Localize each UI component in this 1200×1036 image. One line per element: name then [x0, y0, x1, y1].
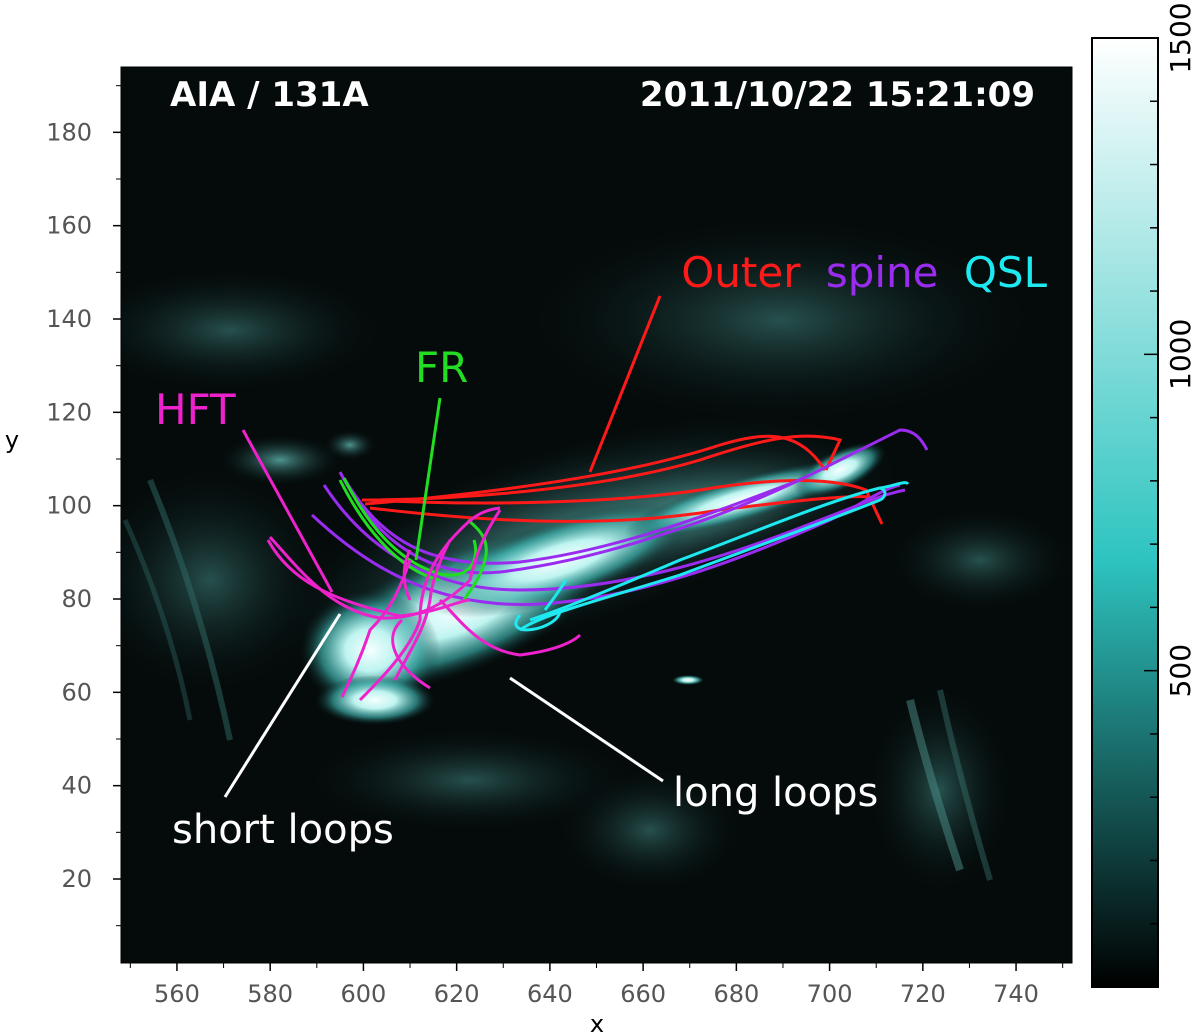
- outer-spine-field-lines: [361, 434, 884, 525]
- x-axis-label: x: [590, 1010, 604, 1036]
- x-tick-label: 560: [154, 980, 200, 1008]
- colorbar-tick-label: 500: [1164, 644, 1197, 697]
- y-axis: 20 40 60 80 100 120 140 160 180: [46, 85, 121, 927]
- label-spine: spine: [826, 248, 939, 297]
- hft-pointer: [241, 429, 334, 593]
- y-tick-label: 80: [61, 585, 92, 613]
- label-short-loops: short loops: [172, 807, 394, 853]
- x-axis: 560 580 600 620 640 660 680 700 720 740: [129, 963, 1064, 1008]
- label-outer: Outer: [681, 248, 801, 297]
- label-fr: FR: [415, 343, 468, 392]
- x-tick-label: 700: [807, 980, 853, 1008]
- colorbar: 500 1000 1500: [1091, 2, 1197, 988]
- x-tick-label: 720: [900, 980, 946, 1008]
- x-tick-label: 600: [341, 980, 387, 1008]
- y-tick-label: 40: [61, 772, 92, 800]
- y-tick-label: 140: [46, 305, 92, 333]
- x-tick-label: 640: [527, 980, 573, 1008]
- colorbar-ticks: 500 1000 1500: [1144, 2, 1197, 925]
- x-tick-label: 660: [620, 980, 666, 1008]
- y-tick-label: 100: [46, 492, 92, 520]
- label-qsl: QSL: [964, 248, 1048, 297]
- label-long-loops: long loops: [673, 770, 878, 816]
- colorbar-tick-label: 1000: [1164, 319, 1197, 390]
- colorbar-gradient: [1091, 37, 1159, 988]
- hft-field-lines: [266, 506, 582, 702]
- label-hft: HFT: [155, 385, 236, 434]
- fr-pointer: [414, 397, 442, 561]
- y-tick-label: 160: [46, 212, 92, 240]
- y-tick-label: 20: [61, 865, 92, 893]
- legend-row: Outer spine QSL: [681, 248, 1047, 297]
- instrument-label: AIA / 131A: [170, 75, 369, 115]
- y-axis-label: y: [5, 426, 19, 454]
- timestamp-label: 2011/10/22 15:21:09: [640, 75, 1035, 115]
- outer-spine-pointer: [588, 295, 662, 473]
- short-loops-pointer: [223, 613, 342, 798]
- y-tick-label: 60: [61, 678, 92, 706]
- qsl-field-lines: [514, 481, 910, 632]
- long-loops-pointer: [509, 676, 664, 783]
- x-tick-label: 740: [993, 980, 1039, 1008]
- solar-image: AIA / 131A 2011/10/22 15:21:09 Outer spi…: [121, 67, 1072, 963]
- x-tick-label: 620: [434, 980, 480, 1008]
- colorbar-tick-label: 1500: [1164, 2, 1197, 73]
- x-tick-label: 580: [247, 980, 293, 1008]
- x-tick-label: 680: [713, 980, 759, 1008]
- y-tick-label: 180: [46, 118, 92, 146]
- y-tick-label: 120: [46, 398, 92, 426]
